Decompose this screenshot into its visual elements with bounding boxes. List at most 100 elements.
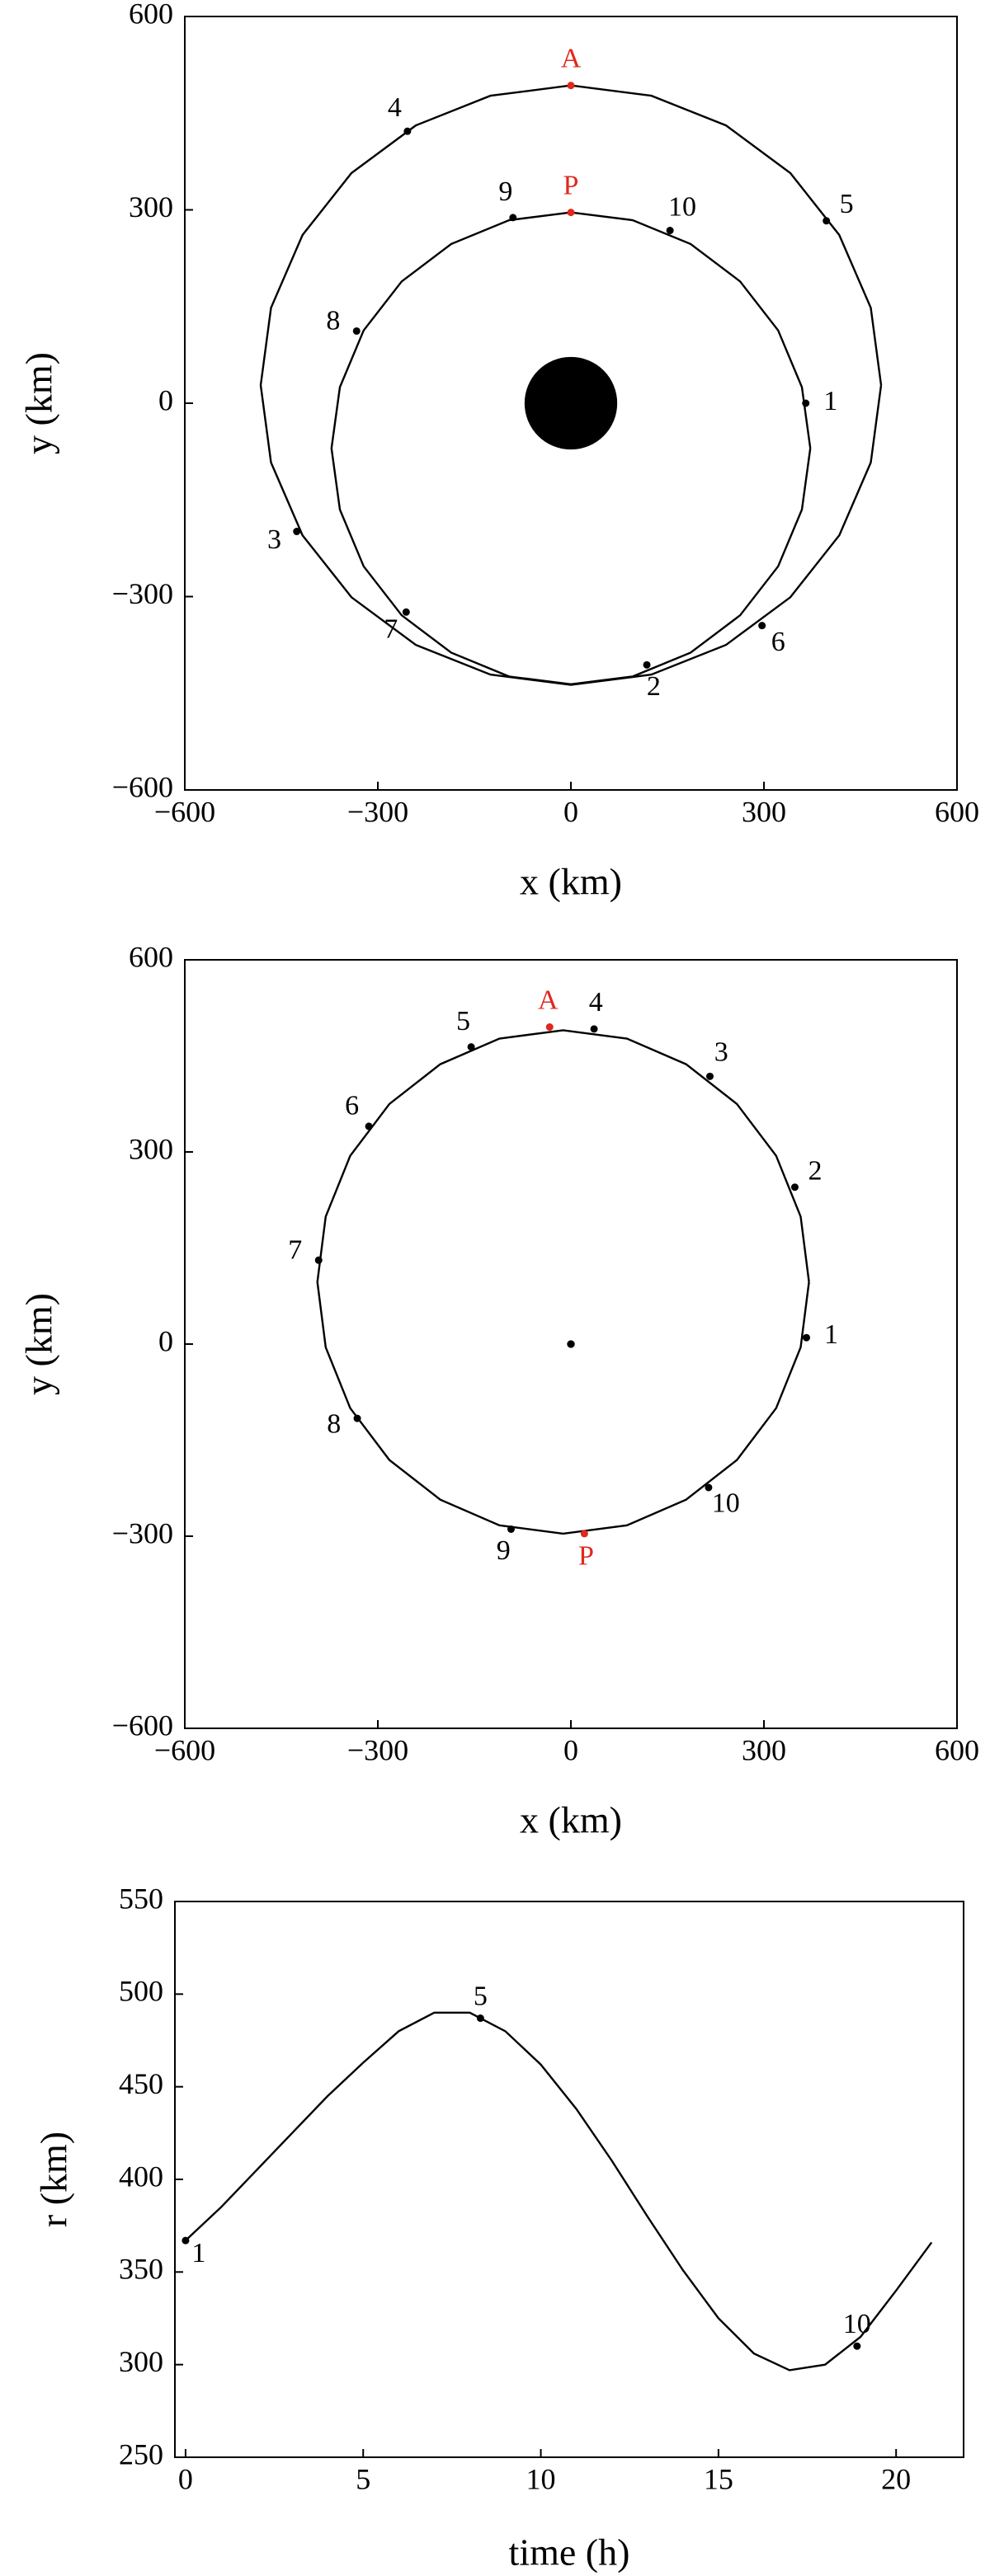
marker [802,1333,810,1342]
x-tick-label: 300 [742,1733,786,1766]
marker-label: P [578,1541,594,1572]
marker [476,2014,484,2023]
marker [580,1530,588,1538]
x-tick-label: 0 [178,2462,193,2495]
marker [590,1025,598,1033]
x-tick-label: 300 [742,795,786,828]
x-tick-label: 15 [704,2462,733,2495]
marker-label: 10 [843,2309,871,2339]
y-tick-label: 600 [129,0,173,30]
marker [705,1072,714,1080]
marker [353,1414,361,1422]
marker [509,214,517,222]
marker [403,127,412,135]
marker [643,660,651,669]
marker [853,2342,861,2350]
central-body [524,356,618,450]
y-tick-label: 500 [119,1975,163,2008]
marker-label: 9 [497,1535,511,1566]
marker-label: 4 [589,987,603,1018]
marker [705,1483,713,1492]
marker [758,622,766,630]
y-tick-label: 550 [119,1882,163,1915]
y-tick-label: −600 [112,770,173,803]
marker-label: 1 [191,2238,205,2268]
marker [182,2236,190,2245]
x-tick-label: 20 [881,2462,911,2495]
marker [666,227,674,235]
curve [259,84,883,686]
marker [365,1122,373,1131]
y-tick-label: 350 [119,2253,163,2286]
marker [823,217,831,225]
marker-label: 5 [474,1981,488,2011]
marker-label: 5 [840,189,854,219]
marker [790,1183,799,1192]
x-tick-label: 5 [356,2462,370,2495]
plot-frame [174,1901,964,2458]
marker-label: A [538,985,559,1015]
x-tick-label: −300 [347,1733,408,1766]
curve [330,211,812,686]
marker-label: 1 [823,386,837,416]
marker-label: 4 [388,92,402,123]
marker-label: 6 [345,1091,359,1121]
y-axis-label: y (km) [18,1293,60,1395]
marker [507,1525,515,1533]
marker-label: 8 [326,306,340,336]
y-tick-label: −300 [112,1516,173,1549]
marker-label: 7 [288,1235,302,1266]
marker [567,82,575,90]
x-tick-label: −600 [154,795,215,828]
x-tick-label: 0 [563,795,578,828]
curve [185,2011,933,2372]
y-tick-label: −300 [112,577,173,610]
x-tick-label: −600 [154,1733,215,1766]
marker [467,1043,475,1051]
marker-label: A [561,43,582,73]
x-tick-label: 600 [935,795,979,828]
y-tick-label: 250 [119,2437,163,2470]
x-tick-label: 10 [526,2462,556,2495]
marker [567,209,575,217]
marker [314,1256,323,1264]
x-axis-label: time (h) [509,2531,630,2574]
y-tick-label: −600 [112,1709,173,1742]
marker [802,399,810,407]
marker [545,1023,554,1032]
marker-label: 10 [668,191,696,222]
y-tick-label: 400 [119,2160,163,2193]
y-axis-label: r (km) [33,2132,75,2227]
y-tick-label: 600 [129,940,173,973]
marker-label: 3 [267,524,281,555]
y-tick-label: 0 [158,383,173,416]
marker-label: 1 [824,1319,838,1350]
marker [352,327,361,335]
x-tick-label: 0 [563,1733,578,1766]
marker-label: 2 [647,671,661,702]
x-axis-label: x (km) [520,1799,622,1841]
marker-label: 10 [712,1488,740,1518]
marker-label: 6 [771,627,785,657]
marker-label: 7 [384,614,398,645]
central-body [567,1340,575,1348]
y-tick-label: 300 [129,1132,173,1165]
marker-label: 2 [808,1155,823,1186]
x-tick-label: 600 [935,1733,979,1766]
marker-label: P [563,170,579,200]
y-tick-label: 300 [119,2345,163,2378]
y-tick-label: 300 [129,190,173,223]
y-axis-label: y (km) [18,352,60,454]
marker-label: 9 [498,176,512,207]
curve [316,1029,810,1535]
marker-label: 5 [456,1006,470,1037]
x-axis-label: x (km) [520,861,622,903]
marker [402,608,410,616]
y-tick-label: 0 [158,1324,173,1357]
y-tick-label: 450 [119,2067,163,2100]
marker [293,528,301,536]
x-tick-label: −300 [347,795,408,828]
marker-label: 8 [327,1409,341,1440]
marker-label: 3 [714,1037,728,1068]
